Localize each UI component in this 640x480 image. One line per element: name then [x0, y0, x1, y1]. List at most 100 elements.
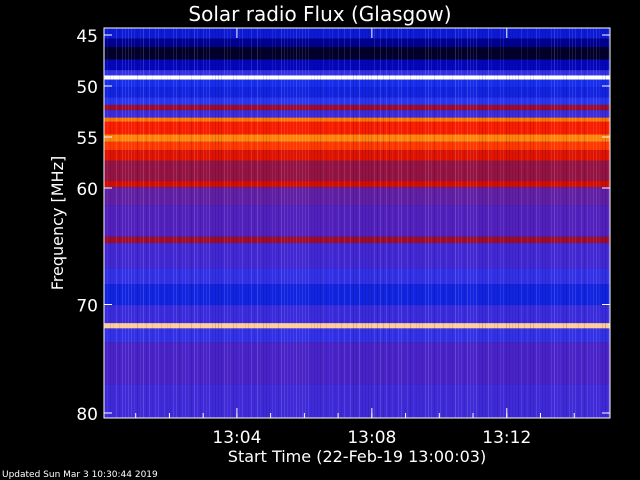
noise-streak: [527, 28, 528, 418]
noise-streak: [281, 28, 282, 418]
noise-streak: [170, 28, 171, 418]
noise-streak: [263, 28, 264, 418]
y-tick-label: 70: [76, 297, 98, 317]
noise-streak: [251, 28, 252, 418]
noise-streak: [332, 28, 333, 418]
noise-streak: [308, 28, 309, 418]
noise-streak: [341, 28, 342, 418]
band-18: [104, 187, 610, 206]
x-tick-label: 13:12: [482, 428, 531, 448]
noise-streak: [512, 28, 513, 418]
noise-streak: [209, 28, 210, 418]
band-9: [104, 104, 610, 111]
noise-streak: [446, 28, 447, 418]
noise-streak: [239, 28, 240, 418]
band-15: [104, 150, 610, 161]
noise-streak: [569, 28, 570, 418]
noise-streak: [248, 28, 249, 418]
noise-streak: [200, 28, 201, 418]
noise-streak: [179, 28, 180, 418]
noise-streak: [197, 28, 198, 418]
noise-streak: [368, 28, 369, 418]
noise-streak: [245, 28, 246, 418]
noise-streak: [350, 28, 351, 418]
noise-streak: [608, 28, 609, 418]
noise-streak: [335, 28, 336, 418]
noise-streak: [161, 28, 162, 418]
noise-streak: [134, 28, 135, 418]
band-13: [104, 134, 610, 142]
noise-streak: [302, 28, 303, 418]
noise-streak: [395, 28, 396, 418]
chart-title: Solar radio Flux (Glasgow): [188, 2, 452, 26]
noise-streak: [485, 28, 486, 418]
noise-streak: [473, 28, 474, 418]
noise-streak: [419, 28, 420, 418]
noise-streak: [383, 28, 384, 418]
noise-streak: [326, 28, 327, 418]
band-23: [104, 284, 610, 306]
noise-streak: [449, 28, 450, 418]
noise-streak: [524, 28, 525, 418]
noise-streak: [593, 28, 594, 418]
noise-streak: [224, 28, 225, 418]
noise-streak: [497, 28, 498, 418]
noise-streak: [353, 28, 354, 418]
noise-streak: [407, 28, 408, 418]
noise-streak: [191, 28, 192, 418]
band-11: [104, 117, 610, 122]
noise-streak: [185, 28, 186, 418]
noise-streak: [482, 28, 483, 418]
noise-streak: [503, 28, 504, 418]
noise-streak: [311, 28, 312, 418]
noise-streak: [122, 28, 123, 418]
noise-streak: [488, 28, 489, 418]
noise-streak: [590, 28, 591, 418]
noise-streak: [203, 28, 204, 418]
band-26: [104, 328, 610, 343]
noise-streak: [377, 28, 378, 418]
noise-streak: [578, 28, 579, 418]
noise-streak: [257, 28, 258, 418]
noise-streak: [143, 28, 144, 418]
noise-streak: [317, 28, 318, 418]
band-14: [104, 141, 610, 151]
noise-streak: [572, 28, 573, 418]
noise-streak: [314, 28, 315, 418]
noise-streak: [536, 28, 537, 418]
noise-streak: [548, 28, 549, 418]
noise-streak: [509, 28, 510, 418]
updated-timestamp: Updated Sun Mar 3 10:30:44 2019: [2, 470, 158, 480]
noise-streak: [560, 28, 561, 418]
noise-streak: [230, 28, 231, 418]
noise-streak: [464, 28, 465, 418]
noise-streak: [566, 28, 567, 418]
band-12: [104, 121, 610, 135]
noise-streak: [392, 28, 393, 418]
noise-streak: [287, 28, 288, 418]
band-0: [104, 28, 610, 39]
noise-streak: [119, 28, 120, 418]
noise-streak: [158, 28, 159, 418]
noise-streak: [500, 28, 501, 418]
noise-streak: [290, 28, 291, 418]
noise-streak: [491, 28, 492, 418]
noise-streak: [515, 28, 516, 418]
noise-streak: [521, 28, 522, 418]
noise-streak: [260, 28, 261, 418]
noise-streak: [452, 28, 453, 418]
noise-streak: [401, 28, 402, 418]
noise-streak: [563, 28, 564, 418]
noise-streak: [296, 28, 297, 418]
band-25: [104, 323, 610, 329]
y-tick-label: 80: [76, 405, 98, 425]
noise-streak: [320, 28, 321, 418]
noise-streak: [371, 28, 372, 418]
noise-streak: [458, 28, 459, 418]
noise-streak: [149, 28, 150, 418]
noise-streak: [443, 28, 444, 418]
band-19: [104, 205, 610, 237]
noise-streak: [176, 28, 177, 418]
noise-streak: [167, 28, 168, 418]
